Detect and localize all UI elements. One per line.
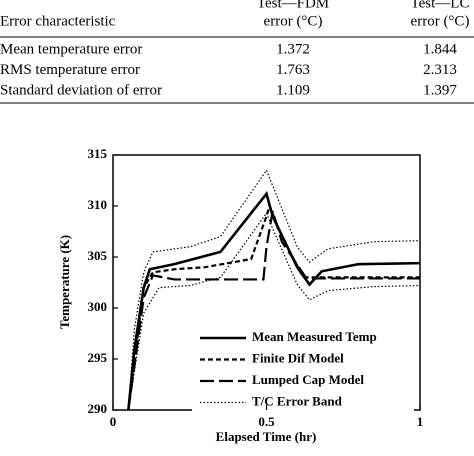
series-line <box>127 202 420 410</box>
legend-label: Lumped Cap Model <box>252 372 364 387</box>
legend-label: Mean Measured Temp <box>252 329 377 344</box>
table-header: error (°C) <box>264 13 323 29</box>
series-line <box>127 211 420 410</box>
table-header: Test—LC <box>411 0 470 11</box>
legend <box>192 326 414 414</box>
y-tick-label: 295 <box>88 350 108 365</box>
y-tick-label: 290 <box>88 401 108 416</box>
x-tick-label: 1 <box>417 414 424 429</box>
y-tick-label: 310 <box>88 197 108 212</box>
table-cell: 1.372 <box>276 41 310 57</box>
x-tick-label: 0 <box>110 414 117 429</box>
plot-lines <box>127 169 420 410</box>
legend-label: T/C Error Band <box>252 393 343 408</box>
table-cell: Standard deviation of error <box>0 82 162 98</box>
table-cell: 1.763 <box>276 62 310 78</box>
series-line <box>127 210 420 410</box>
table-header: error (°C) <box>411 13 470 29</box>
y-axis-label: Temperature (K) <box>57 235 72 329</box>
table-header: Error characteristic <box>0 13 116 29</box>
x-tick-label: 0.5 <box>258 414 275 429</box>
y-tick-label: 315 <box>88 146 108 161</box>
table-cell: 2.313 <box>423 62 457 78</box>
table-cell: 1.397 <box>423 82 457 98</box>
table-cell: 1.844 <box>423 41 457 57</box>
legend-label: Finite Dif Model <box>252 350 344 365</box>
table-cell: RMS temperature error <box>0 62 140 78</box>
table-header: Test—FDM <box>257 0 329 11</box>
x-axis-label: Elapsed Time (hr) <box>216 429 317 444</box>
y-tick-label: 300 <box>88 299 108 314</box>
table-cell: Mean temperature error <box>0 41 142 57</box>
table-cell: 1.109 <box>276 82 310 98</box>
y-tick-label: 305 <box>88 248 108 263</box>
